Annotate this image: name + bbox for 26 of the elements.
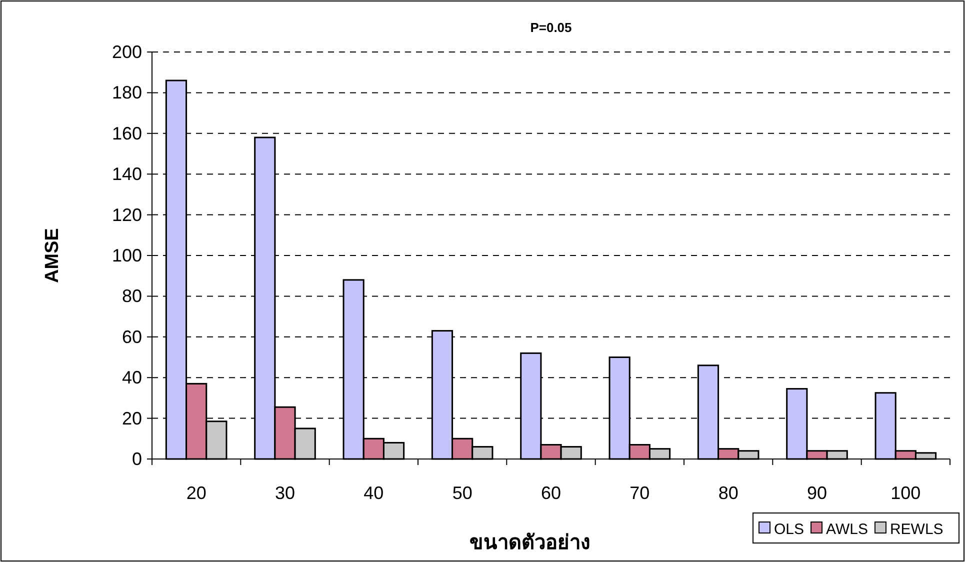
x-tick-label: 90	[806, 483, 828, 503]
x-tick-label: 80	[718, 483, 738, 503]
y-tick-label: 80	[122, 286, 142, 306]
y-axis-title: AMSE	[42, 228, 63, 283]
y-tick-label: 100	[112, 246, 142, 266]
x-tick-label: 50	[452, 483, 472, 503]
y-tick-label: 120	[112, 204, 142, 225]
y-tick-label: 0	[132, 449, 142, 469]
x-axis-title: ขนาดตัวอย่าง	[470, 532, 590, 554]
x-tick-label: 30	[274, 483, 296, 503]
legend-label: OLS	[774, 521, 804, 538]
x-tick-label: 70	[630, 483, 650, 503]
x-tick-label: 60	[540, 483, 562, 503]
y-tick-label: 40	[122, 368, 142, 388]
y-tick-label: 160	[112, 123, 142, 144]
legend-label: AWLS	[826, 521, 868, 538]
y-tick-label: 200	[112, 42, 142, 62]
y-tick-label: 20	[122, 408, 142, 428]
x-tick-label: 100	[890, 483, 921, 503]
y-tick-label: 180	[112, 82, 142, 103]
y-tick-label: 140	[112, 164, 142, 184]
y-tick-label: 60	[122, 326, 142, 347]
x-tick-label: 40	[364, 483, 384, 503]
legend-label: REWLS	[890, 521, 944, 538]
x-tick-label: 20	[186, 483, 206, 503]
chart-title: P=0.05	[530, 20, 572, 35]
